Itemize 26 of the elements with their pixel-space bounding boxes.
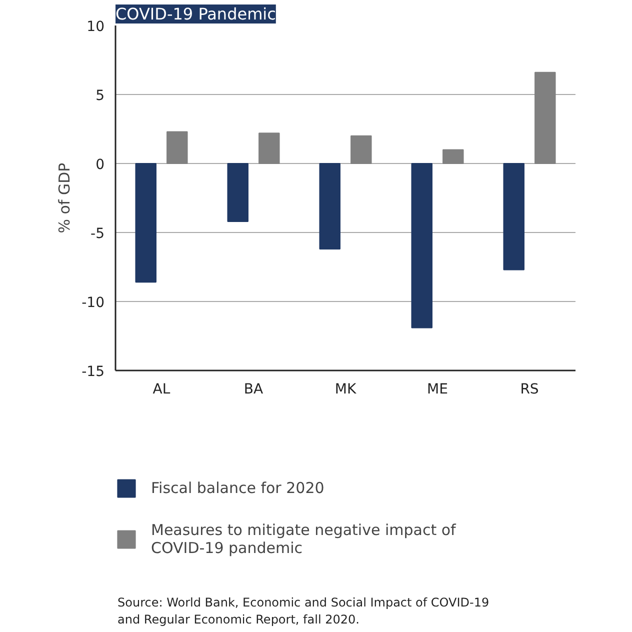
x-tick-label: AL	[152, 382, 170, 398]
bar	[258, 132, 280, 164]
legend-label: Fiscal balance for 2020	[151, 479, 324, 497]
bar	[503, 163, 524, 270]
y-tick-label: -5	[90, 226, 105, 242]
chart-title: COVID-19 Pandemic	[116, 4, 276, 24]
bar	[411, 163, 432, 328]
bar	[135, 163, 156, 283]
y-axis-title: % of GDP	[56, 162, 74, 234]
bar	[350, 135, 372, 164]
y-tick-label: 10	[86, 19, 105, 35]
source-note: Source: World Bank, Economic and Social Impact of COVID-19 and Regular Economic Report, fall 2020.	[118, 596, 490, 626]
bar	[319, 163, 340, 250]
y-tick-label: 5	[96, 88, 105, 104]
bar	[166, 131, 188, 164]
x-tick-label: MK	[334, 382, 357, 398]
bar	[442, 149, 464, 164]
y-tick-label: -15	[82, 364, 105, 380]
x-tick-label: RS	[520, 382, 539, 398]
x-tick-label: ME	[427, 382, 448, 398]
bar	[227, 163, 248, 222]
bar	[534, 72, 556, 164]
x-tick-label: BA	[244, 382, 264, 398]
y-tick-label: -10	[82, 295, 105, 311]
legend-label: Measures to mitigate negative impact of COVID-19 pandemic	[151, 521, 456, 557]
y-tick-label: 0	[96, 157, 105, 173]
